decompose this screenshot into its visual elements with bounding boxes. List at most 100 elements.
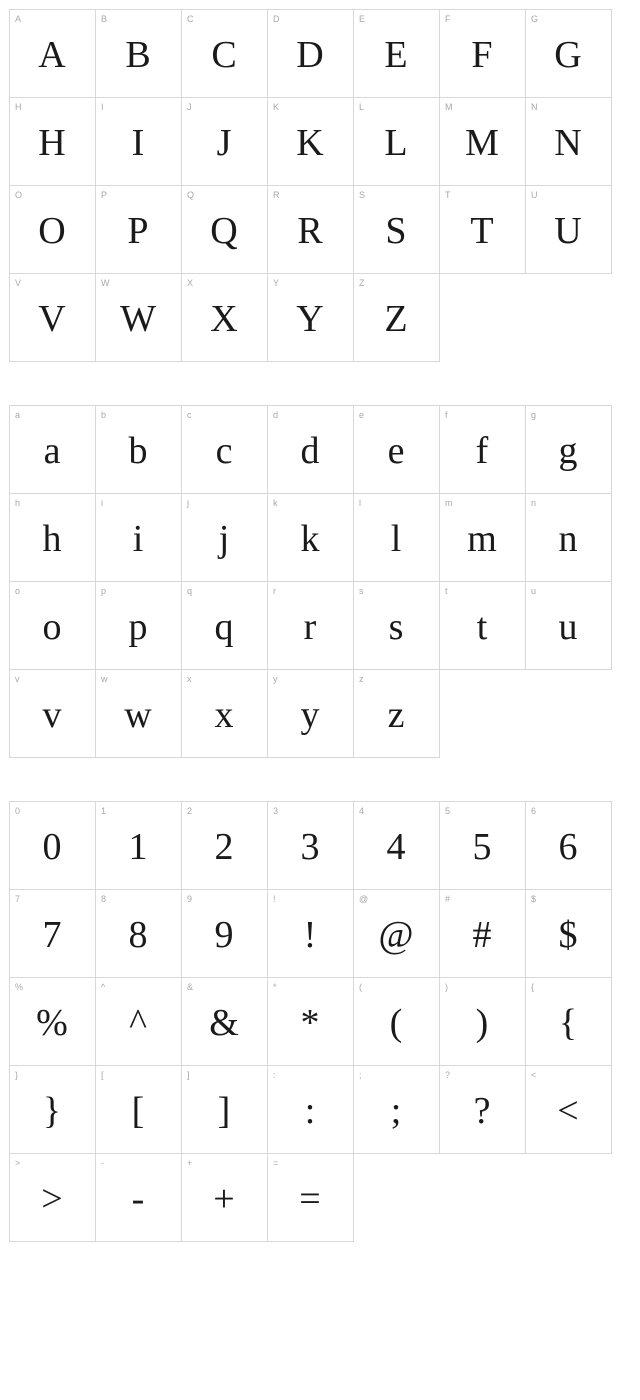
glyph-display: 6 — [559, 824, 579, 868]
glyph-display: } — [43, 1088, 62, 1132]
glyph-cell: aa — [9, 405, 96, 494]
glyph-label: ) — [445, 982, 448, 992]
glyph-label: K — [273, 102, 279, 112]
glyph-cell: mm — [439, 493, 526, 582]
glyph-display: H — [38, 120, 66, 164]
glyph-cell: BB — [95, 9, 182, 98]
glyph-label: + — [187, 1158, 193, 1168]
glyph-label: g — [531, 410, 536, 420]
glyph-label: n — [531, 498, 536, 508]
glyph-label: - — [101, 1158, 104, 1168]
glyph-label: q — [187, 586, 192, 596]
glyph-display: g — [559, 428, 579, 472]
glyph-label: D — [273, 14, 280, 24]
glyph-cell: ff — [439, 405, 526, 494]
glyph-cell: QQ — [181, 185, 268, 274]
glyph-display: y — [301, 692, 321, 736]
glyph-cell: 00 — [9, 801, 96, 890]
glyph-display: ) — [476, 1000, 490, 1044]
glyph-label: c — [187, 410, 192, 420]
glyph-cell: ** — [267, 977, 354, 1066]
section-uppercase: AABBCCDDEEFFGGHHIIJJKKLLMMNNOOPPQQRRSSTT… — [10, 10, 630, 362]
glyph-display: = — [299, 1176, 321, 1220]
glyph-display: x — [215, 692, 235, 736]
glyph-display: t — [477, 604, 489, 648]
glyph-label: W — [101, 278, 110, 288]
glyph-cell: 88 — [95, 889, 182, 978]
glyph-cell: uu — [525, 581, 612, 670]
glyph-label: 5 — [445, 806, 450, 816]
glyph-cell: HH — [9, 97, 96, 186]
glyph-display: q — [215, 604, 235, 648]
glyph-display: [ — [132, 1088, 146, 1132]
glyph-label: f — [445, 410, 448, 420]
glyph-label: < — [531, 1070, 537, 1080]
glyph-cell: $$ — [525, 889, 612, 978]
glyph-display: ] — [218, 1088, 232, 1132]
glyph-display: l — [391, 516, 403, 560]
glyph-label: L — [359, 102, 364, 112]
glyph-display: Z — [384, 296, 408, 340]
glyph-cell: yy — [267, 669, 354, 758]
glyph-cell: DD — [267, 9, 354, 98]
glyph-cell: 11 — [95, 801, 182, 890]
glyph-cell: [[ — [95, 1065, 182, 1154]
glyph-label: ^ — [101, 982, 106, 992]
glyph-label: = — [273, 1158, 279, 1168]
glyph-cell: == — [267, 1153, 354, 1242]
glyph-cell: ^^ — [95, 977, 182, 1066]
glyph-cell: YY — [267, 273, 354, 362]
glyph-display: B — [125, 32, 151, 76]
glyph-cell: << — [525, 1065, 612, 1154]
glyph-cell: AA — [9, 9, 96, 98]
glyph-label: O — [15, 190, 22, 200]
glyph-cell: NN — [525, 97, 612, 186]
glyph-label: C — [187, 14, 194, 24]
glyph-display: & — [209, 1000, 240, 1044]
glyph-display: f — [476, 428, 490, 472]
glyph-label: Q — [187, 190, 194, 200]
glyph-cell: LL — [353, 97, 440, 186]
glyph-label: x — [187, 674, 192, 684]
glyph-cell: ]] — [181, 1065, 268, 1154]
glyph-display: ^ — [129, 1000, 148, 1044]
glyph-cell: (( — [353, 977, 440, 1066]
glyph-display: Y — [296, 296, 324, 340]
glyph-display: S — [385, 208, 407, 252]
glyph-cell: >> — [9, 1153, 96, 1242]
glyph-cell: 77 — [9, 889, 96, 978]
glyph-display: > — [41, 1176, 63, 1220]
glyph-label: u — [531, 586, 536, 596]
glyph-label: k — [273, 498, 278, 508]
glyph-cell: ee — [353, 405, 440, 494]
glyph-cell: ## — [439, 889, 526, 978]
glyph-display: o — [43, 604, 63, 648]
glyph-display: m — [467, 516, 498, 560]
glyph-cell: ww — [95, 669, 182, 758]
glyph-label: ; — [359, 1070, 362, 1080]
glyph-label: I — [101, 102, 104, 112]
glyph-cell: 66 — [525, 801, 612, 890]
glyph-cell: }} — [9, 1065, 96, 1154]
glyph-display: - — [132, 1176, 146, 1220]
glyph-display: n — [559, 516, 579, 560]
glyph-display: u — [559, 604, 579, 648]
glyph-label: & — [187, 982, 193, 992]
glyph-display: b — [129, 428, 149, 472]
section-numbers-symbols: 00112233445566778899!!@@##$$%%^^&&**(())… — [10, 802, 630, 1242]
glyph-cell: SS — [353, 185, 440, 274]
glyph-display: 2 — [215, 824, 235, 868]
glyph-cell: 99 — [181, 889, 268, 978]
glyph-display: J — [217, 120, 233, 164]
glyph-label: ( — [359, 982, 362, 992]
glyph-cell: -- — [95, 1153, 182, 1242]
glyph-cell: dd — [267, 405, 354, 494]
glyph-label: : — [273, 1070, 276, 1080]
character-map-root: AABBCCDDEEFFGGHHIIJJKKLLMMNNOOPPQQRRSSTT… — [10, 10, 630, 1242]
glyph-label: 7 — [15, 894, 20, 904]
glyph-label: ] — [187, 1070, 190, 1080]
glyph-cell: ++ — [181, 1153, 268, 1242]
glyph-label: @ — [359, 894, 368, 904]
glyph-display: L — [384, 120, 408, 164]
glyph-cell: OO — [9, 185, 96, 274]
